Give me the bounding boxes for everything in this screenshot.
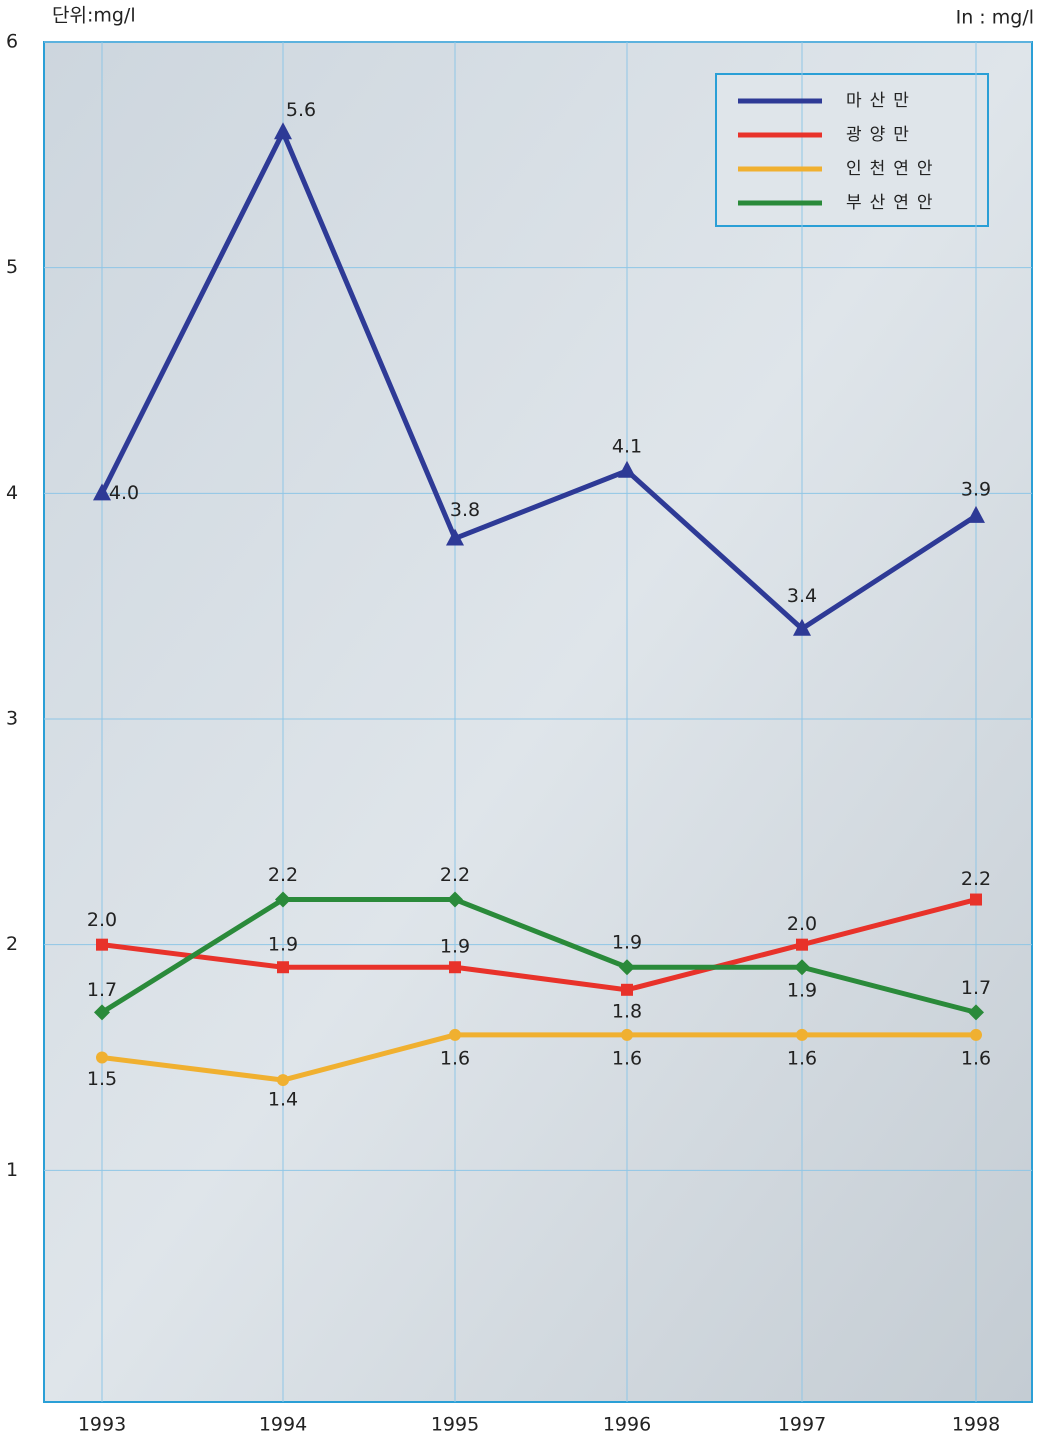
x-tick-label: 1996 <box>603 1414 651 1436</box>
marker <box>621 1028 633 1041</box>
value-label: 1.6 <box>787 1047 817 1069</box>
marker <box>93 483 111 501</box>
y-tick-label: 3 <box>6 708 18 730</box>
x-tick-label: 1998 <box>952 1414 1000 1436</box>
marker <box>449 961 461 974</box>
marker <box>794 959 810 976</box>
y-tick-label: 5 <box>6 256 18 278</box>
marker <box>96 1051 108 1064</box>
marker <box>277 961 289 974</box>
value-label: 1.9 <box>440 936 470 958</box>
y-tick-label: 4 <box>6 482 18 504</box>
marker <box>274 122 292 140</box>
marker <box>968 1004 984 1021</box>
value-label: 2.0 <box>87 909 117 931</box>
marker <box>970 1028 982 1041</box>
unit-label: In : mg/l <box>956 7 1034 29</box>
value-label: 3.8 <box>450 499 480 521</box>
unit-label: 단위:mg/l <box>52 5 136 27</box>
series-line <box>101 897 977 993</box>
legend-label: 마산만 <box>846 91 917 111</box>
marker <box>275 891 291 908</box>
marker <box>449 1028 461 1041</box>
marker <box>447 891 463 908</box>
series-line <box>100 897 977 1015</box>
marker <box>970 893 982 906</box>
value-label: 1.6 <box>612 1047 642 1069</box>
value-label: 2.0 <box>787 913 817 935</box>
marker <box>446 528 464 546</box>
marker <box>618 460 636 478</box>
y-tick-label: 2 <box>6 933 18 955</box>
x-tick-label: 1993 <box>78 1414 126 1436</box>
marker <box>796 938 808 951</box>
value-label: 2.2 <box>961 868 991 890</box>
x-tick-label: 1994 <box>259 1414 307 1436</box>
marker <box>967 505 985 523</box>
x-tick-label: 1995 <box>431 1414 479 1436</box>
marker <box>96 938 108 951</box>
y-tick-label: 1 <box>6 1159 18 1181</box>
value-label: 1.9 <box>787 980 817 1002</box>
marker <box>619 959 635 976</box>
series-line <box>99 126 978 632</box>
value-label: 1.4 <box>268 1089 298 1111</box>
series-line <box>101 1032 976 1083</box>
value-label: 2.2 <box>440 864 470 886</box>
y-tick-label: 6 <box>6 31 18 53</box>
legend-label: 부산연안 <box>846 193 941 213</box>
value-label: 1.8 <box>612 1000 642 1022</box>
marker <box>277 1074 289 1087</box>
value-label: 1.9 <box>268 934 298 956</box>
value-label: 1.9 <box>612 932 642 954</box>
value-label: 1.6 <box>440 1047 470 1069</box>
value-label: 3.4 <box>787 585 817 607</box>
value-label: 1.6 <box>961 1047 991 1069</box>
marker <box>621 983 633 996</box>
value-label: 1.7 <box>961 977 991 999</box>
value-label: 3.9 <box>961 478 991 500</box>
value-label: 4.0 <box>109 482 139 504</box>
plot-area <box>43 41 1033 1403</box>
value-label: 4.1 <box>612 435 642 457</box>
value-label: 5.6 <box>286 99 316 121</box>
value-label: 2.2 <box>268 864 298 886</box>
value-label: 1.7 <box>87 979 117 1001</box>
marker <box>793 618 811 636</box>
value-label: 1.5 <box>87 1068 117 1090</box>
marker <box>796 1028 808 1041</box>
marker <box>94 1004 110 1021</box>
legend-label: 광양만 <box>846 125 917 145</box>
x-tick-label: 1997 <box>778 1414 826 1436</box>
legend-label: 인천연안 <box>846 159 941 179</box>
